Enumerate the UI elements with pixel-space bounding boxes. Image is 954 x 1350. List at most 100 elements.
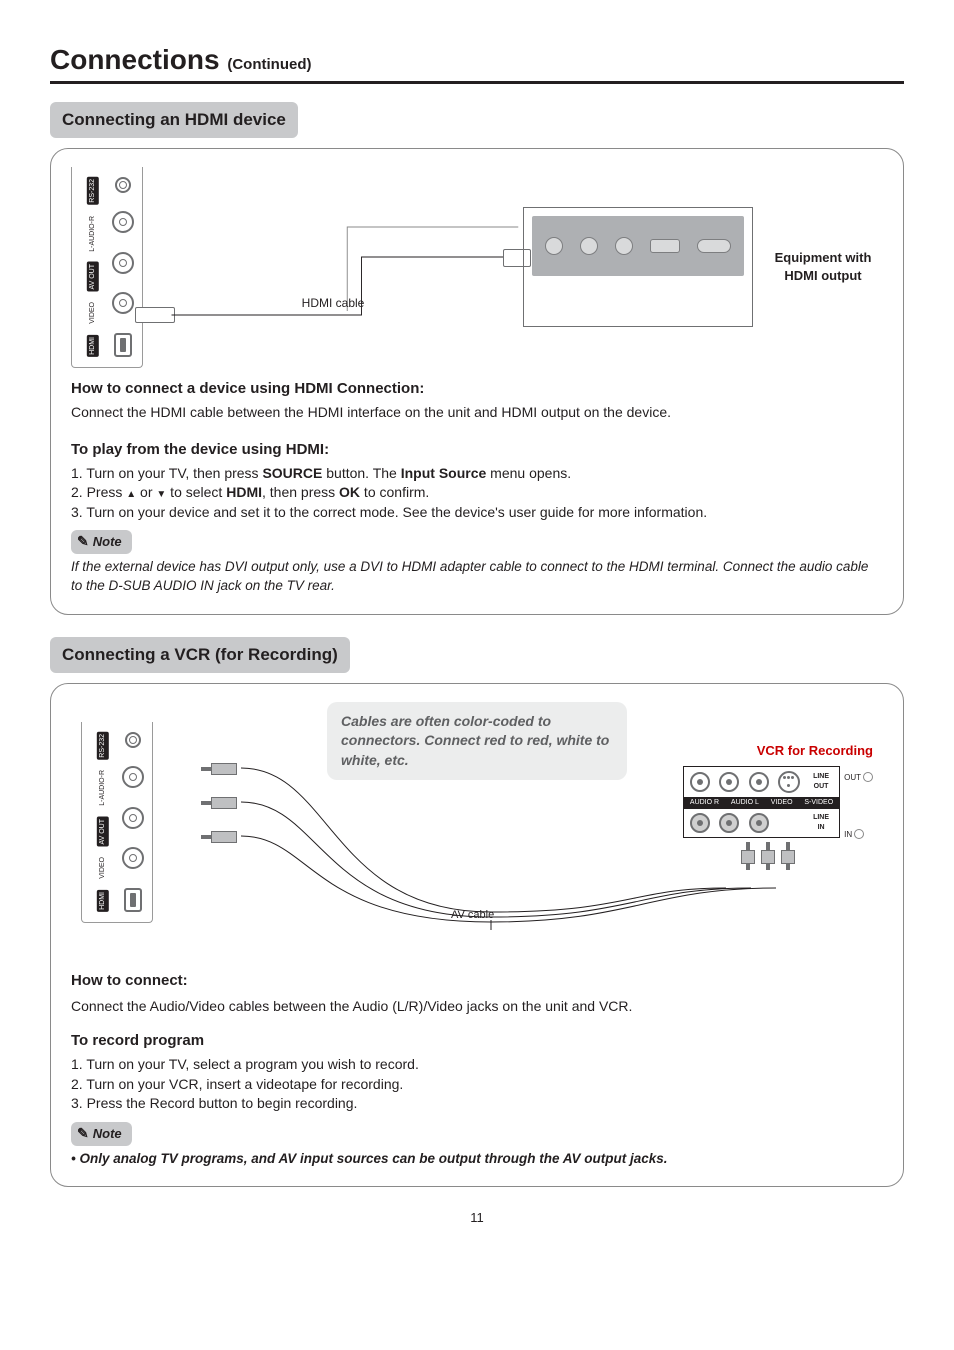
- vcr-note-text: • Only analog TV programs, and AV input …: [71, 1150, 883, 1169]
- vcr-video-in: [749, 813, 769, 833]
- vcr-svideo-out: [778, 771, 800, 793]
- mini-vga-icon: [650, 239, 680, 253]
- hdmi-cable-label: HDMI cable: [302, 295, 365, 312]
- rca-plug-icon: [761, 842, 775, 870]
- step-1: 1. Turn on your TV, select a program you…: [71, 1055, 883, 1075]
- hdmi-how-connect-body: Connect the HDMI cable between the HDMI …: [71, 403, 883, 423]
- vcr-lineout-label: LINE OUT: [809, 772, 833, 792]
- note-icon: ✎: [77, 532, 89, 552]
- rca-plug-icon: [781, 842, 795, 870]
- t: SOURCE: [262, 465, 322, 481]
- hdmi-panel: RS-232 L-AUDIO-R AV OUT VIDEO HDMI: [50, 148, 904, 615]
- t: S-VIDEO: [804, 798, 833, 808]
- vcr-audio-l-out: [719, 772, 739, 792]
- tv-jack-column: [112, 177, 134, 357]
- t: or: [136, 484, 156, 500]
- vcr-video-out: [749, 772, 769, 792]
- t: VIDEO: [771, 798, 793, 808]
- hdmi-cable-area: HDMI cable: [143, 167, 523, 367]
- vcr-lineout-row: LINE OUT: [684, 767, 839, 797]
- label-avout: AV OUT: [87, 262, 99, 292]
- vcr-steps: 1. Turn on your TV, select a program you…: [71, 1055, 883, 1114]
- page-number: 11: [50, 1209, 904, 1227]
- rca-plugs-right: [663, 842, 873, 870]
- tv-label-column: RS-232 L-AUDIO-R AV OUT VIDEO HDMI: [80, 177, 106, 357]
- t: button. The: [322, 465, 400, 481]
- vcr-diagram: Cables are often color-coded to connecto…: [71, 702, 883, 952]
- step-2: 2. Turn on your VCR, insert a videotape …: [71, 1075, 883, 1095]
- note-label: Note: [93, 533, 122, 551]
- hdmi-note-text: If the external device has DVI output on…: [71, 558, 883, 596]
- vcr-headline: VCR for Recording: [683, 742, 873, 760]
- rca-plug-icon: [741, 842, 755, 870]
- hdmi-play-head: To play from the device using HDMI:: [71, 439, 883, 460]
- vcr-record-head: To record program: [71, 1030, 883, 1051]
- vcr-linein-row: LINE IN: [684, 809, 839, 837]
- t: , then press: [262, 484, 339, 500]
- vcr-outin-labels: OUT IN: [844, 766, 873, 840]
- step-2: 2. Press ▲ or ▼ to select HDMI, then pre…: [71, 483, 883, 503]
- t: IN: [844, 829, 852, 840]
- vcr-panel: Cables are often color-coded to connecto…: [50, 683, 904, 1188]
- vcr-label-strip: AUDIO R AUDIO L VIDEO S-VIDEO: [684, 797, 839, 809]
- rs232-jack: [115, 177, 131, 193]
- title-text: Connections: [50, 44, 220, 75]
- hdmi-equipment-box: [523, 207, 753, 327]
- hdmi-equipment-label: Equipment with HDMI output: [763, 249, 883, 285]
- t: menu opens.: [486, 465, 571, 481]
- video-jack: [112, 292, 134, 314]
- hdmi-steps: 1. Turn on your TV, then press SOURCE bu…: [71, 464, 883, 523]
- equipment-backpanel: [532, 216, 744, 276]
- page-title-row: Connections (Continued): [50, 40, 904, 79]
- audio-r-jack: [112, 252, 134, 274]
- title-continued: (Continued): [227, 56, 311, 73]
- t: OK: [339, 484, 360, 500]
- av-cable-label: AV cable: [451, 908, 494, 923]
- tv-side-panel: RS-232 L-AUDIO-R AV OUT VIDEO HDMI: [71, 167, 143, 368]
- t: OUT: [844, 772, 861, 783]
- vcr-linein-label: LINE IN: [809, 813, 833, 833]
- section-header-hdmi: Connecting an HDMI device: [50, 102, 298, 138]
- t: 1. Turn on your TV, then press: [71, 465, 262, 481]
- hdmi-jack: [114, 333, 132, 357]
- up-arrow-icon: ▲: [126, 489, 136, 500]
- vcr-how-connect-head: How to connect:: [71, 970, 883, 991]
- note-icon: ✎: [77, 1124, 89, 1144]
- vcr-audio-r-out: [690, 772, 710, 792]
- t: to select: [166, 484, 226, 500]
- vcr-how-connect-body: Connect the Audio/Video cables between t…: [71, 997, 883, 1017]
- label-audio: L-AUDIO-R: [87, 214, 99, 254]
- note-badge: ✎ Note: [71, 1122, 132, 1146]
- hdmi-equipment-group: Equipment with HDMI output: [523, 207, 883, 327]
- vcr-box: LINE OUT AUDIO R AUDIO L VIDEO S-VIDEO L…: [683, 766, 840, 838]
- step-3: 3. Turn on your device and set it to the…: [71, 503, 883, 523]
- hdmi-diagram: RS-232 L-AUDIO-R AV OUT VIDEO HDMI: [71, 167, 883, 368]
- mini-hdmi-icon: [697, 239, 731, 253]
- note-badge: ✎ Note: [71, 530, 132, 554]
- t: 2. Press: [71, 484, 126, 500]
- t: AUDIO R: [690, 798, 719, 808]
- step-3: 3. Press the Record button to begin reco…: [71, 1094, 883, 1114]
- page-title: Connections (Continued): [50, 44, 311, 75]
- t: Only analog TV programs, and AV input so…: [79, 1151, 667, 1166]
- vcr-audio-r-in: [690, 813, 710, 833]
- coax-in-icon: [854, 829, 864, 839]
- vcr-audio-l-in: [719, 813, 739, 833]
- hdmi-how-connect-head: How to connect a device using HDMI Conne…: [71, 378, 883, 399]
- mini-port-icon: [580, 237, 598, 255]
- label-video: VIDEO: [87, 300, 99, 326]
- audio-l-jack: [112, 211, 134, 233]
- mini-port-icon: [545, 237, 563, 255]
- note-label: Note: [93, 1125, 122, 1143]
- label-hdmi: HDMI: [87, 335, 99, 357]
- t: Input Source: [401, 465, 487, 481]
- label-rs232: RS-232: [87, 177, 99, 205]
- t: AUDIO L: [731, 798, 759, 808]
- coax-out-icon: [863, 772, 873, 782]
- section-header-vcr: Connecting a VCR (for Recording): [50, 637, 350, 673]
- t: to confirm.: [360, 484, 429, 500]
- t: HDMI: [226, 484, 262, 500]
- vcr-block: VCR for Recording LINE OUT AUDIO R AUDIO…: [683, 742, 873, 870]
- mini-port-icon: [615, 237, 633, 255]
- down-arrow-icon: ▼: [156, 489, 166, 500]
